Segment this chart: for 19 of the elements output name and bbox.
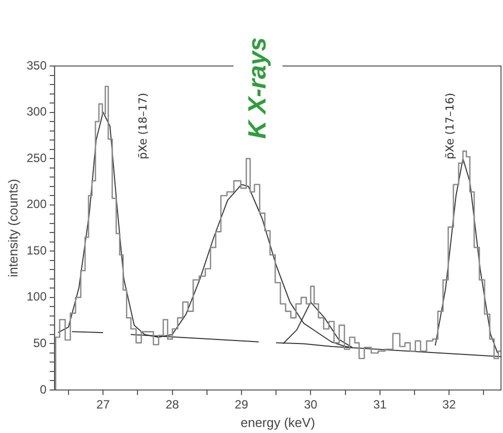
x-tick-label: 31 [373, 398, 387, 412]
y-tick-label: 200 [26, 197, 47, 212]
annotation: p̄Xe (17–16) [444, 92, 456, 160]
y-axis-title: intensity (counts) [5, 178, 20, 278]
y-tick-label: 0 [40, 382, 47, 396]
y-tick-label: 250 [26, 150, 47, 165]
y-tick-label: 100 [26, 290, 47, 304]
x-tick-label: 27 [96, 398, 110, 412]
x-tick-label: 30 [304, 398, 318, 412]
y-tick-label: 350 [26, 58, 47, 72]
annotation: p̄Xe (18–17) [136, 92, 150, 160]
x-tick-label: 32 [442, 398, 456, 412]
x-tick-label: 28 [166, 398, 180, 412]
x-tick-label: 29 [234, 398, 248, 412]
y-tick-label: 50 [33, 336, 47, 350]
chart-title: K X-rays [234, 31, 282, 145]
y-tick-label: 150 [26, 243, 47, 258]
x-axis-title: energy (keV) [240, 414, 316, 430]
y-tick-label: 300 [26, 104, 47, 119]
